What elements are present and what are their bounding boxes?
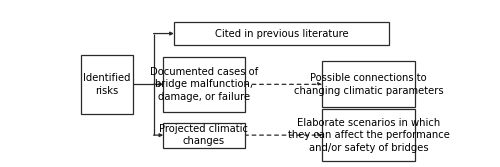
Text: Identified
risks: Identified risks	[84, 73, 131, 96]
FancyBboxPatch shape	[174, 22, 389, 45]
FancyBboxPatch shape	[163, 123, 244, 148]
FancyBboxPatch shape	[322, 61, 415, 108]
Text: Projected climatic
changes: Projected climatic changes	[160, 124, 248, 146]
FancyBboxPatch shape	[322, 109, 415, 161]
FancyBboxPatch shape	[81, 55, 133, 114]
Text: Documented cases of
bridge malfunction,
damage, or failure: Documented cases of bridge malfunction, …	[150, 67, 258, 102]
FancyBboxPatch shape	[163, 57, 244, 112]
Text: Elaborate scenarios in which
they can affect the performance
and/or safety of br: Elaborate scenarios in which they can af…	[288, 118, 450, 152]
Text: Cited in previous literature: Cited in previous literature	[214, 29, 348, 39]
Text: Possible connections to
changing climatic parameters: Possible connections to changing climati…	[294, 73, 444, 96]
